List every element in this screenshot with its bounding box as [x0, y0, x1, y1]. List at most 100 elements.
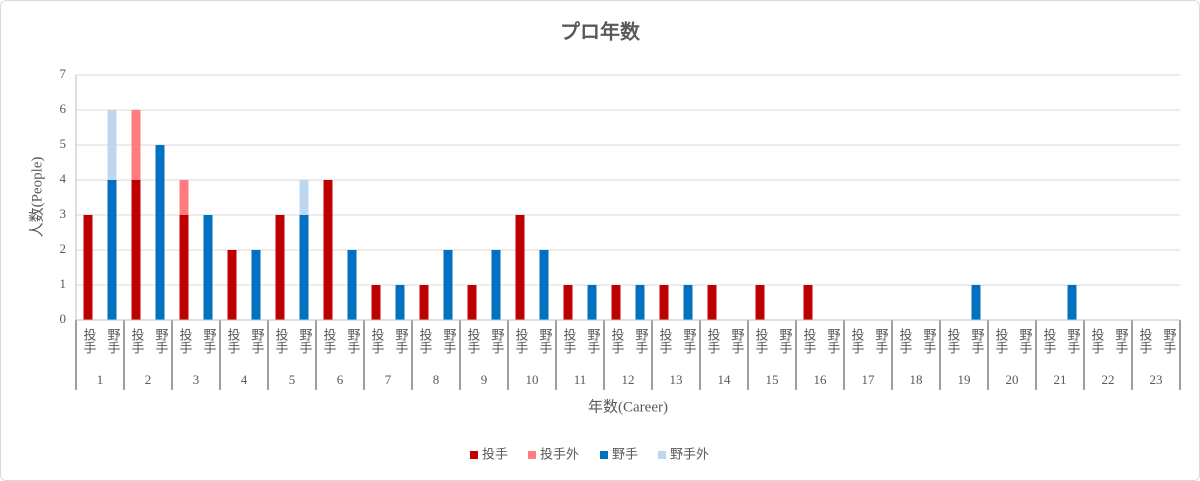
- bar-segment: [563, 285, 573, 320]
- bar-segment: [347, 250, 357, 320]
- group-label: 9: [481, 372, 488, 387]
- group-label: 16: [814, 372, 828, 387]
- bar-segment: [635, 285, 645, 320]
- bar-segment: [299, 180, 309, 215]
- chart-title: プロ年数: [560, 20, 641, 44]
- bar-segment: [755, 285, 765, 320]
- x-tick-label: 投手: [273, 327, 289, 354]
- bar-segment: [203, 215, 213, 320]
- bar-segment: [155, 145, 165, 320]
- group-label: 22: [1102, 372, 1115, 387]
- x-tick-label: 投手: [897, 327, 913, 354]
- bar-segment: [299, 215, 309, 320]
- y-tick-label: 6: [60, 101, 67, 116]
- bar-segment: [131, 180, 141, 320]
- x-tick-label: 投手: [657, 327, 673, 354]
- group-label: 13: [670, 372, 683, 387]
- x-tick-label: 野手: [297, 328, 313, 354]
- x-tick-label: 野手: [633, 328, 649, 354]
- group-label: 17: [862, 372, 876, 387]
- y-tick-label: 4: [60, 171, 67, 186]
- x-tick-label: 投手: [177, 327, 193, 354]
- x-tick-label: 投手: [945, 327, 961, 354]
- x-tick-label: 野手: [345, 328, 361, 354]
- bar-segment: [275, 215, 285, 320]
- bar-segment: [251, 250, 261, 320]
- bar-segment: [131, 110, 141, 180]
- x-tick-label: 投手: [465, 327, 481, 354]
- x-tick-label: 野手: [825, 328, 841, 354]
- group-label: 12: [622, 372, 635, 387]
- x-tick-label: 投手: [417, 327, 433, 354]
- y-tick-label: 1: [60, 276, 67, 291]
- legend-label: 投手外: [540, 447, 579, 463]
- x-tick-label: 投手: [321, 327, 337, 354]
- group-label: 8: [433, 372, 440, 387]
- group-label: 4: [241, 372, 248, 387]
- group-label: 18: [910, 372, 923, 387]
- legend-swatch: [528, 451, 536, 459]
- group-label: 15: [766, 372, 779, 387]
- bar-segment: [587, 285, 597, 320]
- y-axis-title: 人数(People): [28, 157, 45, 238]
- x-tick-label: 野手: [153, 328, 169, 354]
- x-tick-label: 野手: [537, 328, 553, 354]
- x-tick-label: 野手: [969, 328, 985, 354]
- x-tick-label: 投手: [129, 327, 145, 354]
- group-label: 23: [1150, 372, 1163, 387]
- group-label: 21: [1054, 372, 1067, 387]
- group-label: 7: [385, 372, 392, 387]
- y-tick-label: 7: [60, 66, 67, 81]
- group-label: 1: [97, 372, 104, 387]
- x-tick-label: 投手: [1137, 327, 1153, 354]
- bar-segment: [515, 215, 525, 320]
- x-tick-label: 投手: [1089, 327, 1105, 354]
- x-tick-label: 投手: [849, 327, 865, 354]
- group-label: 14: [718, 372, 732, 387]
- x-tick-label: 投手: [225, 327, 241, 354]
- x-tick-label: 野手: [921, 328, 937, 354]
- bar-segment: [395, 285, 405, 320]
- group-label: 5: [289, 372, 296, 387]
- x-tick-label: 野手: [585, 328, 601, 354]
- x-tick-label: 投手: [513, 327, 529, 354]
- x-tick-label: 投手: [1041, 327, 1057, 354]
- x-tick-label: 投手: [993, 327, 1009, 354]
- y-tick-label: 5: [60, 136, 67, 151]
- x-tick-label: 野手: [489, 328, 505, 354]
- bar-segment: [467, 285, 477, 320]
- group-label: 6: [337, 372, 344, 387]
- y-tick-label: 0: [60, 311, 67, 326]
- x-tick-label: 野手: [729, 328, 745, 354]
- bar-segment: [371, 285, 381, 320]
- bar-segment: [179, 215, 189, 320]
- x-tick-label: 投手: [753, 327, 769, 354]
- bar-segment: [107, 180, 117, 320]
- x-tick-label: 野手: [249, 328, 265, 354]
- y-tick-label: 2: [60, 241, 67, 256]
- group-label: 11: [574, 372, 587, 387]
- group-label: 2: [145, 372, 152, 387]
- x-tick-label: 投手: [801, 327, 817, 354]
- x-tick-label: 野手: [1065, 328, 1081, 354]
- bar-segment: [227, 250, 237, 320]
- x-tick-label: 野手: [441, 328, 457, 354]
- bar-segment: [659, 285, 669, 320]
- x-tick-label: 投手: [705, 327, 721, 354]
- bar-segment: [971, 285, 981, 320]
- x-tick-label: 投手: [81, 327, 97, 354]
- bar-segment: [491, 250, 501, 320]
- y-tick-label: 3: [60, 206, 67, 221]
- x-tick-label: 野手: [1161, 328, 1177, 354]
- bar-segment: [443, 250, 453, 320]
- bar-segment: [323, 180, 333, 320]
- bar-segment: [707, 285, 717, 320]
- legend-swatch: [600, 451, 608, 459]
- x-axis-title: 年数(Career): [588, 398, 668, 415]
- x-tick-label: 野手: [393, 328, 409, 354]
- bar-segment: [803, 285, 813, 320]
- bar-segment: [419, 285, 429, 320]
- legend-swatch: [658, 451, 666, 459]
- legend-label: 野手: [612, 448, 638, 463]
